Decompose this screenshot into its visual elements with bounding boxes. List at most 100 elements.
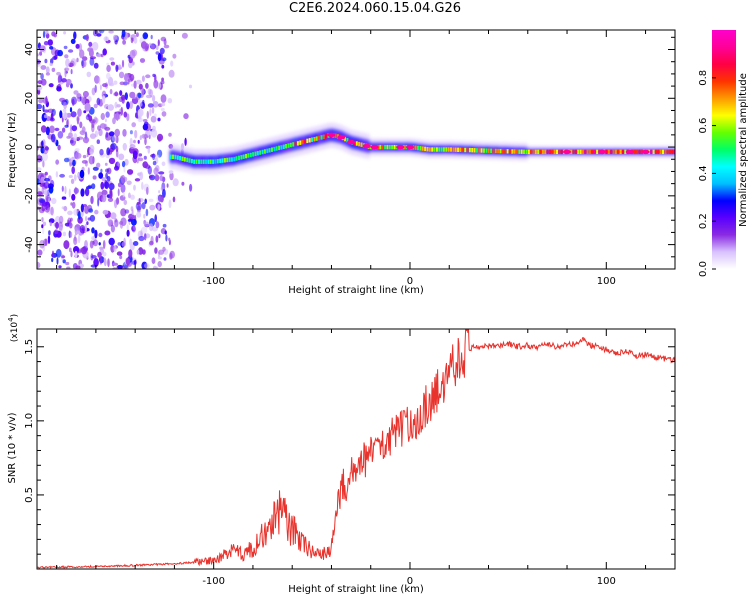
heatmap-core-cell (605, 149, 608, 155)
heatmap-core-cell (226, 157, 229, 163)
heatmap-hotspot (563, 149, 571, 155)
heatmap-noise-cell (93, 239, 98, 247)
heatmap-noise-cell (74, 250, 78, 258)
heatmap-noise-cell (70, 178, 75, 184)
heatmap-noise-cell (184, 137, 187, 146)
heatmap-noise-cell (58, 226, 63, 232)
heatmap-core-cell (190, 158, 193, 164)
heatmap-noise-cell (77, 108, 82, 117)
heatmap-noise-cell (161, 64, 165, 69)
heatmap-noise-cell (155, 221, 160, 229)
heatmap-noise-cell (63, 205, 68, 212)
heatmap-noise-cell (118, 71, 125, 79)
heatmap-core-cell (360, 142, 363, 147)
heatmap-noise-cell (45, 30, 49, 35)
heatmap-core-cell (530, 149, 533, 155)
heatmap-noise-cell (152, 73, 156, 78)
y-tick-label: 40 (24, 43, 35, 56)
heatmap-hotspot (641, 149, 650, 155)
heatmap-noise-cell (153, 167, 159, 176)
heatmap-noise-cell (100, 53, 104, 58)
heatmap-noise-cell (134, 178, 141, 182)
heatmap-core-cell (289, 142, 292, 148)
heatmap-noise-cell (117, 242, 122, 246)
heatmap-noise-cell (96, 97, 101, 106)
heatmap-noise-cell (70, 60, 75, 67)
heatmap-core-cell (664, 149, 667, 155)
heatmap-noise-cell (126, 224, 129, 231)
heatmap-noise-cell (92, 175, 97, 180)
heatmap-noise-cell (102, 48, 107, 56)
heatmap-noise-cell (113, 34, 118, 41)
heatmap-core-cell (501, 149, 504, 154)
heatmap-core-cell (480, 148, 483, 153)
heatmap-noise-cell (91, 87, 96, 96)
heatmap-noise-cell (144, 198, 147, 205)
heatmap-noise-cell (91, 183, 96, 190)
heatmap-noise-cell (94, 209, 99, 215)
heatmap-noise-cell (106, 64, 111, 73)
heatmap-noise-cell (129, 101, 133, 109)
heatmap-noise-cell (126, 180, 132, 186)
heatmap-noise-cell (79, 247, 85, 253)
x-tick-label: 0 (407, 576, 413, 587)
heatmap-core-cell (478, 148, 481, 153)
heatmap-core-cell (572, 149, 575, 155)
heatmap-noise-cell (163, 257, 167, 261)
heatmap-core-cell (421, 146, 424, 151)
heatmap-noise-cell (147, 130, 152, 138)
heatmap-noise-cell (152, 160, 157, 166)
heatmap-noise-cell (54, 229, 59, 235)
heatmap-noise-cell (64, 124, 69, 128)
heatmap-noise-cell (129, 238, 133, 247)
heatmap-core-cell (233, 156, 236, 162)
heatmap-core-cell (235, 156, 238, 161)
heatmap-core-cell (652, 149, 655, 155)
heatmap-noise-cell (37, 249, 43, 256)
heatmap-noise-cell (58, 215, 64, 224)
heatmap-core-cell (391, 144, 394, 150)
heatmap-noise-cell (92, 41, 99, 51)
heatmap-noise-cell (38, 98, 44, 104)
heatmap-noise-cell (110, 61, 115, 66)
heatmap-noise-cell (43, 114, 48, 119)
heatmap-noise-cell (61, 196, 67, 200)
heatmap-noise-cell (129, 49, 136, 59)
heatmap-noise-cell (39, 45, 46, 52)
heatmap-noise-cell (162, 223, 167, 228)
heatmap-core-cell (584, 149, 587, 155)
heatmap-noise-cell (160, 102, 166, 107)
heatmap-noise-cell (54, 127, 60, 132)
heatmap-core-cell (426, 147, 429, 152)
heatmap-noise-cell (133, 259, 137, 266)
colorbar-tick-label: 0.6 (698, 118, 709, 134)
heatmap-noise-cell (116, 104, 121, 108)
heatmap-core-cell (318, 135, 321, 141)
heatmap-core-cell (254, 151, 257, 156)
heatmap-core-cell (245, 153, 248, 159)
heatmap-core-cell (659, 149, 662, 155)
heatmap-core-cell (176, 155, 179, 160)
y-tick-label: 1.0 (24, 413, 35, 429)
heatmap-noise-cell (59, 110, 63, 119)
heatmap-noise-cell (79, 121, 83, 129)
heatmap-noise-cell (145, 208, 149, 217)
heatmap-core-cell (268, 148, 271, 153)
spectrogram-y-label: Frequency (Hz) (7, 112, 18, 188)
heatmap-noise-cell (51, 67, 56, 72)
heatmap-core-cell (320, 135, 323, 140)
heatmap-core-cell (181, 156, 184, 161)
heatmap-noise-cell (99, 123, 107, 129)
heatmap-core-cell (433, 147, 436, 152)
heatmap-noise-cell (103, 259, 107, 267)
heatmap-noise-cell (140, 41, 148, 49)
heatmap-noise-cell (42, 160, 45, 168)
heatmap-noise-cell (68, 132, 73, 139)
heatmap-core-cell (308, 138, 311, 143)
heatmap-core-cell (607, 149, 610, 155)
heatmap-core-cell (454, 147, 457, 152)
heatmap-core-cell (492, 148, 495, 154)
y-tick-label: 0.5 (24, 487, 35, 503)
heatmap-noise-cell (138, 153, 143, 157)
snr-y-multiplier: (x104) (7, 314, 20, 342)
